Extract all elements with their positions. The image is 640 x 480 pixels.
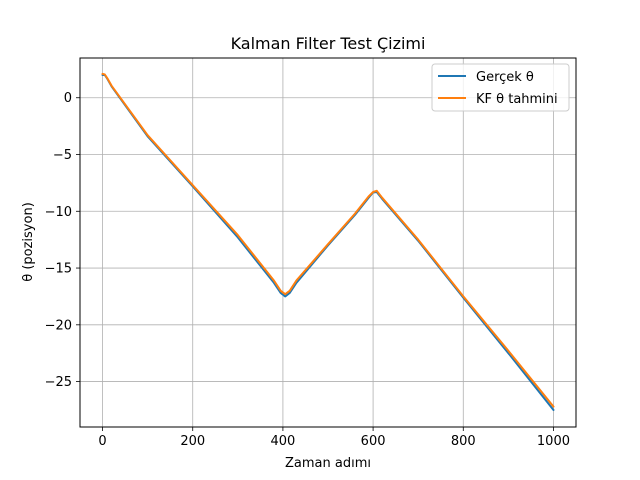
x-tick-label: 800 — [451, 434, 476, 449]
y-tick-label: −5 — [53, 148, 72, 163]
x-tick-label: 600 — [361, 434, 386, 449]
x-tick-label: 200 — [180, 434, 205, 449]
legend-box — [431, 63, 570, 112]
y-axis-label: θ (pozisyon) — [21, 202, 36, 282]
grid-lines — [80, 58, 576, 427]
x-axis-label: Zaman adımı — [285, 456, 371, 471]
y-tick-label: −25 — [45, 375, 72, 390]
x-axis-ticks: 0 200 400 600 800 1000 — [98, 427, 570, 449]
x-tick-label: 1000 — [537, 434, 570, 449]
y-tick-label: −20 — [45, 318, 72, 333]
y-tick-label: 0 — [64, 91, 72, 106]
series-line-kf — [101, 72, 555, 408]
chart-title: Kalman Filter Test Çizimi — [231, 34, 426, 53]
plot-frame — [79, 57, 577, 428]
x-tick-label: 400 — [270, 434, 295, 449]
x-tick-label: 0 — [98, 434, 106, 449]
y-tick-label: −15 — [45, 262, 72, 277]
y-axis-ticks: 0 −5 −10 −15 −20 −25 — [45, 91, 80, 390]
legend-label-gercek: Gerçek θ — [476, 70, 534, 85]
series-lines — [101, 72, 555, 411]
legend-label-kf: KF θ tahmini — [476, 92, 558, 107]
legend: Gerçek θ KF θ tahmini — [431, 63, 570, 112]
y-tick-label: −10 — [45, 205, 72, 220]
